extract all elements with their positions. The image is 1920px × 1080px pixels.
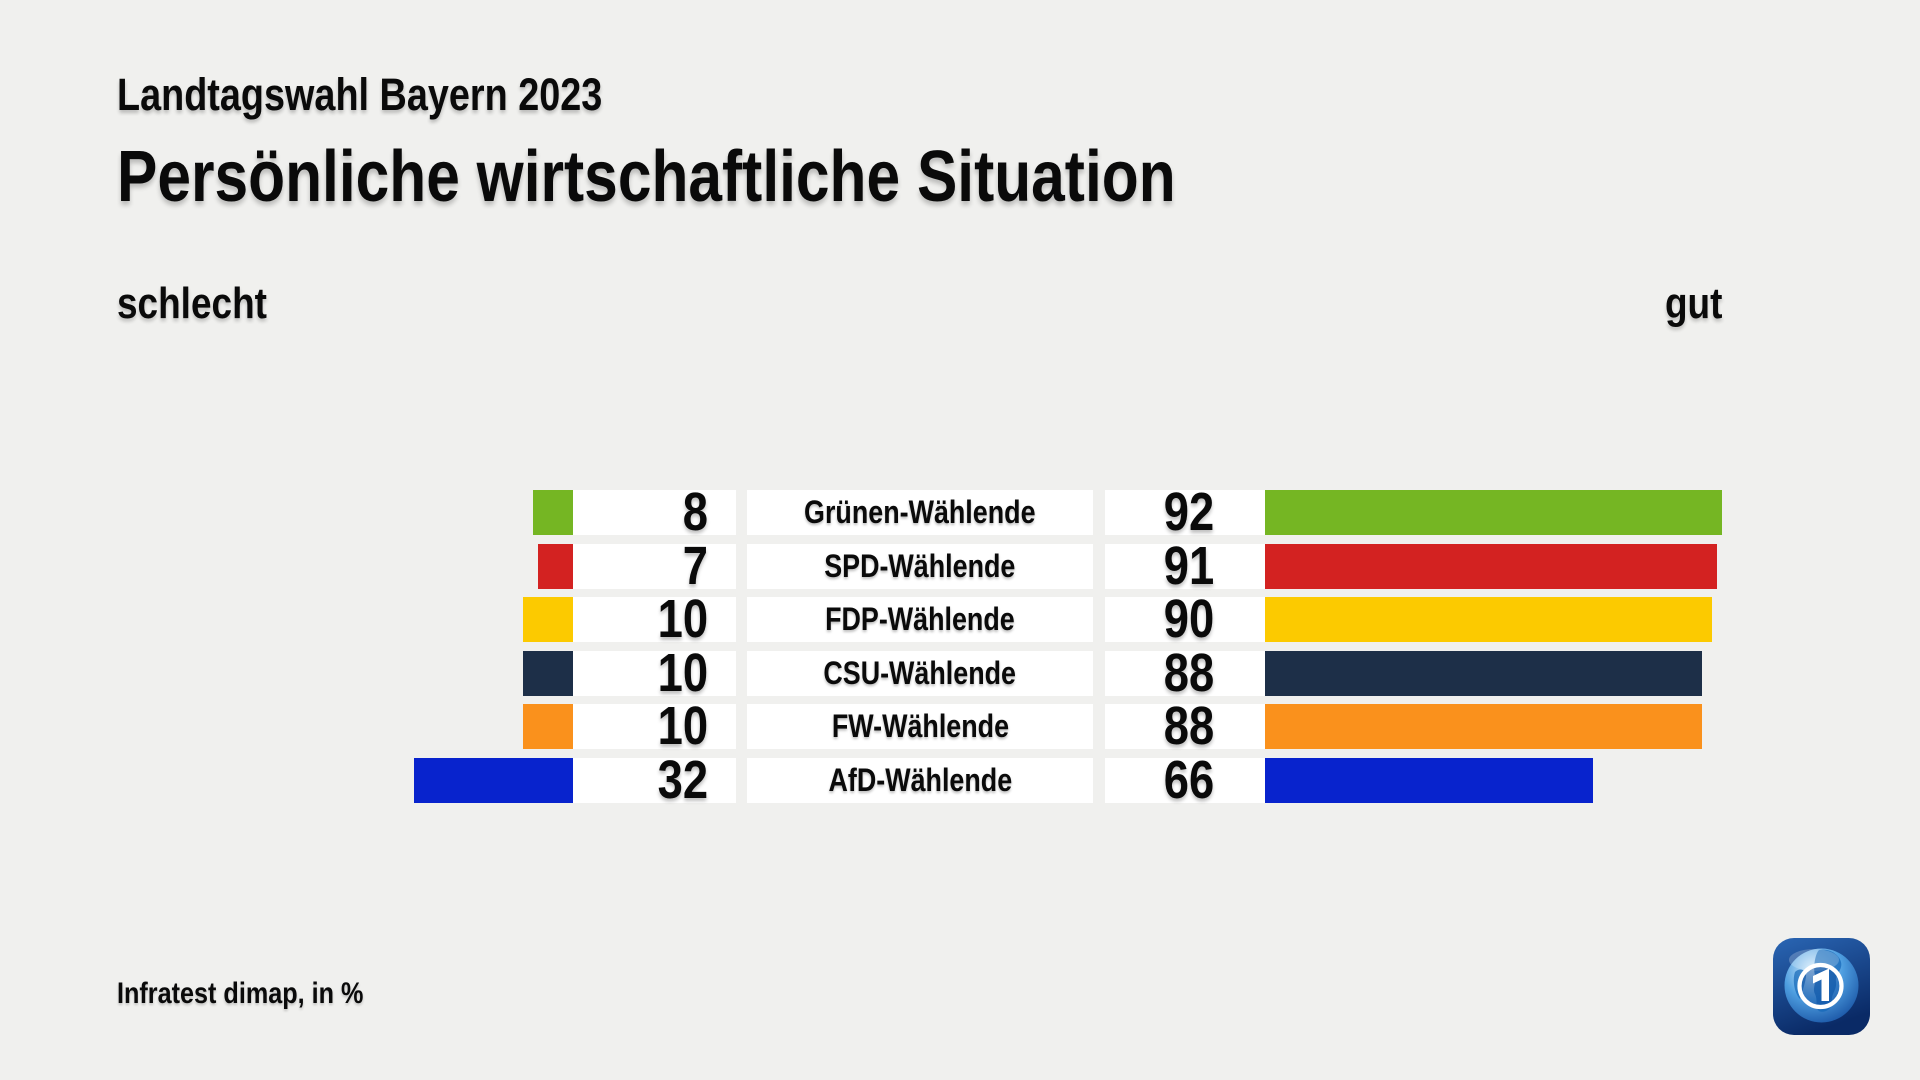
value-schlecht: 8 (682, 482, 708, 542)
row-label-cell: Grünen-Wählende (747, 490, 1093, 535)
row-label-cell: AfD-Wählende (747, 757, 1093, 803)
row-label-cell: SPD-Wählende (747, 543, 1093, 589)
source-note-text: Infratest dimap, in % (117, 977, 364, 1010)
bar-schlecht (523, 704, 573, 750)
chart-row: 8 Grünen-Wählende 92 (0, 482, 1920, 542)
value-gut-cell: 88 (1105, 642, 1265, 703)
value-schlecht: 7 (682, 535, 708, 596)
chart-row: 10 CSU-Wählende 88 (0, 642, 1920, 703)
ard-one-globe-icon (1773, 938, 1870, 1035)
bar-chart: 8 Grünen-Wählende 92 7 SPD-Wählende 91 1… (0, 482, 1920, 812)
bar-gut (1265, 490, 1723, 535)
value-gut: 66 (1163, 749, 1215, 810)
page-title: Persönliche wirtschaftliche Situation (117, 134, 1377, 220)
bar-schlecht (538, 543, 573, 589)
row-label: SPD-Wählende (824, 547, 1016, 584)
value-gut: 92 (1163, 482, 1215, 542)
bar-schlecht (523, 597, 573, 643)
value-gut-cell: 66 (1105, 749, 1265, 810)
bar-gut (1265, 543, 1718, 589)
page-title-text: Persönliche wirtschaftliche Situation (117, 137, 1176, 217)
chart-row: 7 SPD-Wählende 91 (0, 535, 1920, 596)
source-note: Infratest dimap, in % (117, 976, 410, 1012)
bar-gut (1265, 704, 1703, 750)
value-gut-cell: 88 (1105, 696, 1265, 757)
value-schlecht-cell: 10 (573, 589, 736, 650)
chart-row: 10 FW-Wählende 88 (0, 696, 1920, 757)
value-schlecht-cell: 10 (573, 642, 736, 703)
value-schlecht: 32 (657, 749, 708, 810)
value-gut-cell: 92 (1105, 482, 1265, 542)
axis-label-right: gut (1654, 278, 1722, 331)
row-label-cell: CSU-Wählende (747, 650, 1093, 696)
axis-label-left: schlecht (117, 278, 296, 331)
axis-label-left-text: schlecht (117, 279, 267, 328)
value-gut-cell: 91 (1105, 535, 1265, 596)
value-schlecht-cell: 8 (573, 482, 736, 542)
value-schlecht-cell: 32 (573, 749, 736, 810)
row-label: AfD-Wählende (828, 761, 1012, 798)
value-schlecht-cell: 7 (573, 535, 736, 596)
bar-gut (1265, 650, 1703, 696)
row-label: FW-Wählende (831, 708, 1009, 745)
row-label-cell: FW-Wählende (747, 704, 1093, 750)
axis-label-right-text: gut (1664, 279, 1722, 328)
bar-gut (1265, 597, 1713, 643)
value-schlecht: 10 (657, 642, 708, 703)
chart-row: 10 FDP-Wählende 90 (0, 589, 1920, 650)
chart-kicker-text: Landtagswahl Bayern 2023 (117, 69, 603, 120)
row-label: FDP-Wählende (825, 601, 1015, 638)
value-schlecht: 10 (657, 589, 708, 650)
chart-kicker: Landtagswahl Bayern 2023 (117, 68, 695, 122)
value-schlecht-cell: 10 (573, 696, 736, 757)
row-label-cell: FDP-Wählende (747, 597, 1093, 643)
value-gut: 91 (1163, 535, 1215, 596)
bar-schlecht (413, 757, 573, 803)
row-label: Grünen-Wählende (804, 494, 1036, 530)
value-gut: 90 (1163, 589, 1215, 650)
bar-schlecht (523, 650, 573, 696)
chart-row: 32 AfD-Wählende 66 (0, 749, 1920, 810)
bar-gut (1265, 757, 1594, 803)
bar-schlecht (533, 490, 573, 535)
row-label: CSU-Wählende (823, 654, 1017, 691)
value-schlecht: 10 (657, 696, 708, 757)
value-gut: 88 (1163, 642, 1215, 703)
value-gut: 88 (1163, 696, 1215, 757)
value-gut-cell: 90 (1105, 589, 1265, 650)
